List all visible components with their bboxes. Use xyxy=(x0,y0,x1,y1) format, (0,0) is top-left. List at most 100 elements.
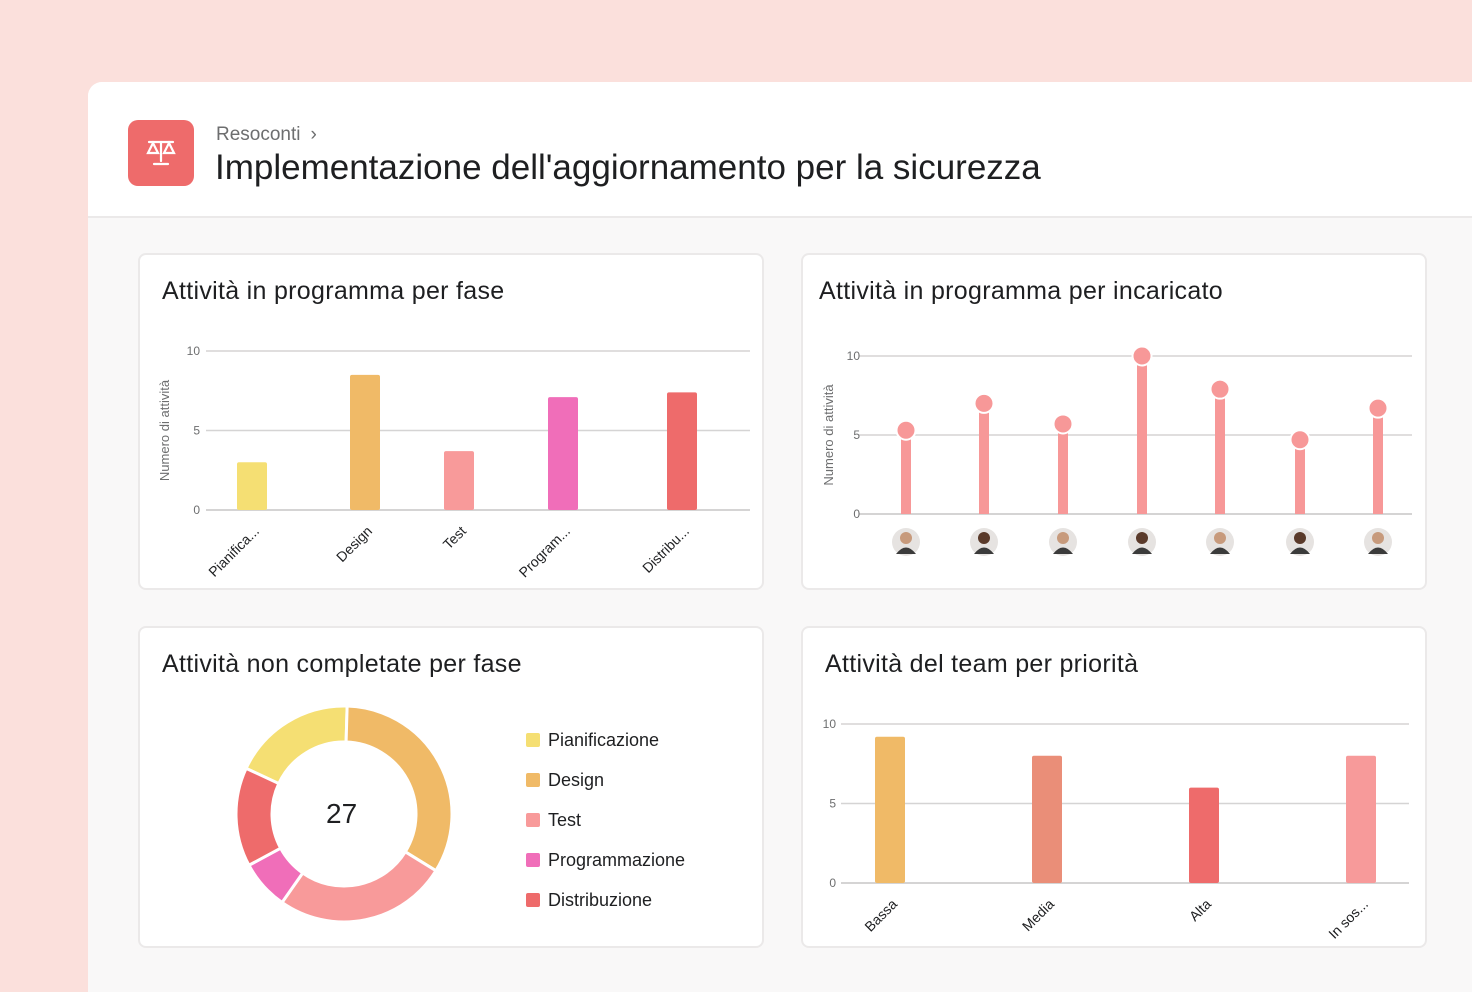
bar-chart-priority: 0 5 10 Bassa Media Alta In sos... xyxy=(823,717,1409,942)
avatar[interactable] xyxy=(970,528,998,556)
y-tick-label: 5 xyxy=(193,424,200,438)
bar xyxy=(548,397,578,510)
legend-item: Distribuzione xyxy=(526,880,685,920)
avatar-body xyxy=(1368,547,1388,554)
avatar[interactable] xyxy=(1364,528,1392,556)
card-team-by-priority: Attività del team per priorità 0 5 10 Bassa… xyxy=(801,626,1427,948)
donut-segment xyxy=(279,849,438,924)
donut-segment xyxy=(244,704,349,786)
legend-swatch xyxy=(526,853,540,867)
avatar[interactable] xyxy=(1049,528,1077,556)
lollipop-dot xyxy=(1367,397,1389,419)
donut-segment xyxy=(234,766,283,868)
lollipop-stem xyxy=(1137,356,1147,514)
x-tick-label: Media xyxy=(1019,896,1057,934)
lollipop-dot xyxy=(895,419,917,441)
x-tick-label: In sos... xyxy=(1325,896,1371,942)
avatar-head xyxy=(1372,532,1384,544)
avatar-head xyxy=(978,532,990,544)
legend: Pianificazione Design Test Programmazione Di… xyxy=(526,720,685,920)
legend-item: Programmazione xyxy=(526,840,685,880)
x-tick-label: Program... xyxy=(516,523,574,581)
legend-item: Pianificazione xyxy=(526,720,685,760)
bar xyxy=(1032,755,1062,883)
y-tick-label: 10 xyxy=(823,717,837,731)
card-title: Attività del team per priorità xyxy=(825,650,1139,678)
legend-label: Pianificazione xyxy=(548,729,660,750)
bar-chart-phase: 0 5 10 Numero di attività Pianifica... Design… xyxy=(157,344,750,581)
x-tick-label: Test xyxy=(440,523,470,553)
avatar-body xyxy=(1210,547,1230,554)
chevron-right-icon: › xyxy=(310,124,317,145)
lollipop-stem xyxy=(1373,408,1383,514)
avatar-body xyxy=(974,547,994,554)
x-tick-label: Alta xyxy=(1186,896,1215,925)
avatar[interactable] xyxy=(1206,528,1234,556)
x-tick-label: Design xyxy=(333,523,375,565)
legend-item: Test xyxy=(526,800,685,840)
page-title: Implementazione dell'aggiornamento per l… xyxy=(215,148,1041,187)
lollipop-stem xyxy=(1295,439,1305,514)
lollipop-stem xyxy=(979,403,989,514)
y-axis-label: Numero di attività xyxy=(821,384,836,486)
bar xyxy=(444,451,474,510)
y-tick-label: 0 xyxy=(829,876,836,890)
legend-swatch xyxy=(526,733,540,747)
legend-swatch xyxy=(526,813,540,827)
avatar-body xyxy=(1053,547,1073,554)
page-header: Resoconti › Implementazione dell'aggiorna… xyxy=(88,82,1472,218)
bar xyxy=(667,392,697,510)
bar xyxy=(1189,787,1219,883)
bar xyxy=(1346,755,1376,883)
card-incomplete-by-phase: Attività non completate per fase 27 Pian… xyxy=(138,626,764,948)
breadcrumb-resoconti[interactable]: Resoconti xyxy=(216,124,301,145)
bar xyxy=(237,462,267,510)
lollipop-stem xyxy=(901,430,911,514)
y-tick-label: 0 xyxy=(853,507,860,521)
avatar-head xyxy=(900,532,912,544)
y-tick-label: 10 xyxy=(847,349,861,363)
lollipop-chart-assignee: 0 5 10 Numero di attività xyxy=(821,345,1412,556)
x-tick-label: Bassa xyxy=(861,896,900,935)
avatar[interactable] xyxy=(1286,528,1314,556)
scale-icon xyxy=(128,120,194,186)
legend-item: Design xyxy=(526,760,685,800)
lollipop-dot xyxy=(1289,429,1311,451)
donut-segment xyxy=(344,704,454,873)
lollipop-stem xyxy=(1215,389,1225,514)
avatar-head xyxy=(1294,532,1306,544)
x-tick-label: Distribu... xyxy=(639,523,692,576)
donut-chart xyxy=(234,704,454,924)
card-tasks-by-phase: Attività in programma per fase 0 5 10 Numer… xyxy=(138,253,764,590)
avatar-head xyxy=(1136,532,1148,544)
legend-label: Design xyxy=(548,769,605,790)
y-axis-label: Numero di attività xyxy=(157,379,172,481)
legend-label: Programmazione xyxy=(548,849,686,870)
bar xyxy=(350,374,380,510)
avatar[interactable] xyxy=(1128,528,1156,556)
avatar-head xyxy=(1214,532,1226,544)
card-title: Attività in programma per incaricato xyxy=(819,277,1224,305)
avatar-body xyxy=(896,547,916,554)
avatar[interactable] xyxy=(892,528,920,556)
x-tick-label: Pianifica... xyxy=(205,523,262,580)
avatar-head xyxy=(1057,532,1069,544)
breadcrumb[interactable]: Resoconti › xyxy=(216,124,317,146)
legend-swatch xyxy=(526,893,540,907)
legend-swatch xyxy=(526,773,540,787)
lollipop-dot xyxy=(1052,413,1074,435)
y-tick-label: 5 xyxy=(853,428,860,442)
legend-label: Distribuzione xyxy=(548,889,653,910)
lollipop-stem xyxy=(1058,423,1068,514)
lollipop-dot xyxy=(1209,378,1231,400)
card-title: Attività non completate per fase xyxy=(162,650,522,678)
avatar-body xyxy=(1132,547,1152,554)
lollipop-dot xyxy=(1131,345,1153,367)
donut-total: 27 xyxy=(326,798,358,829)
y-tick-label: 10 xyxy=(187,344,201,358)
card-tasks-by-assignee: Attività in programma per incaricato 0 5 1… xyxy=(801,253,1427,590)
y-tick-label: 5 xyxy=(829,797,836,811)
legend-label: Test xyxy=(548,809,582,830)
y-tick-label: 0 xyxy=(193,503,200,517)
avatar-body xyxy=(1290,547,1310,554)
